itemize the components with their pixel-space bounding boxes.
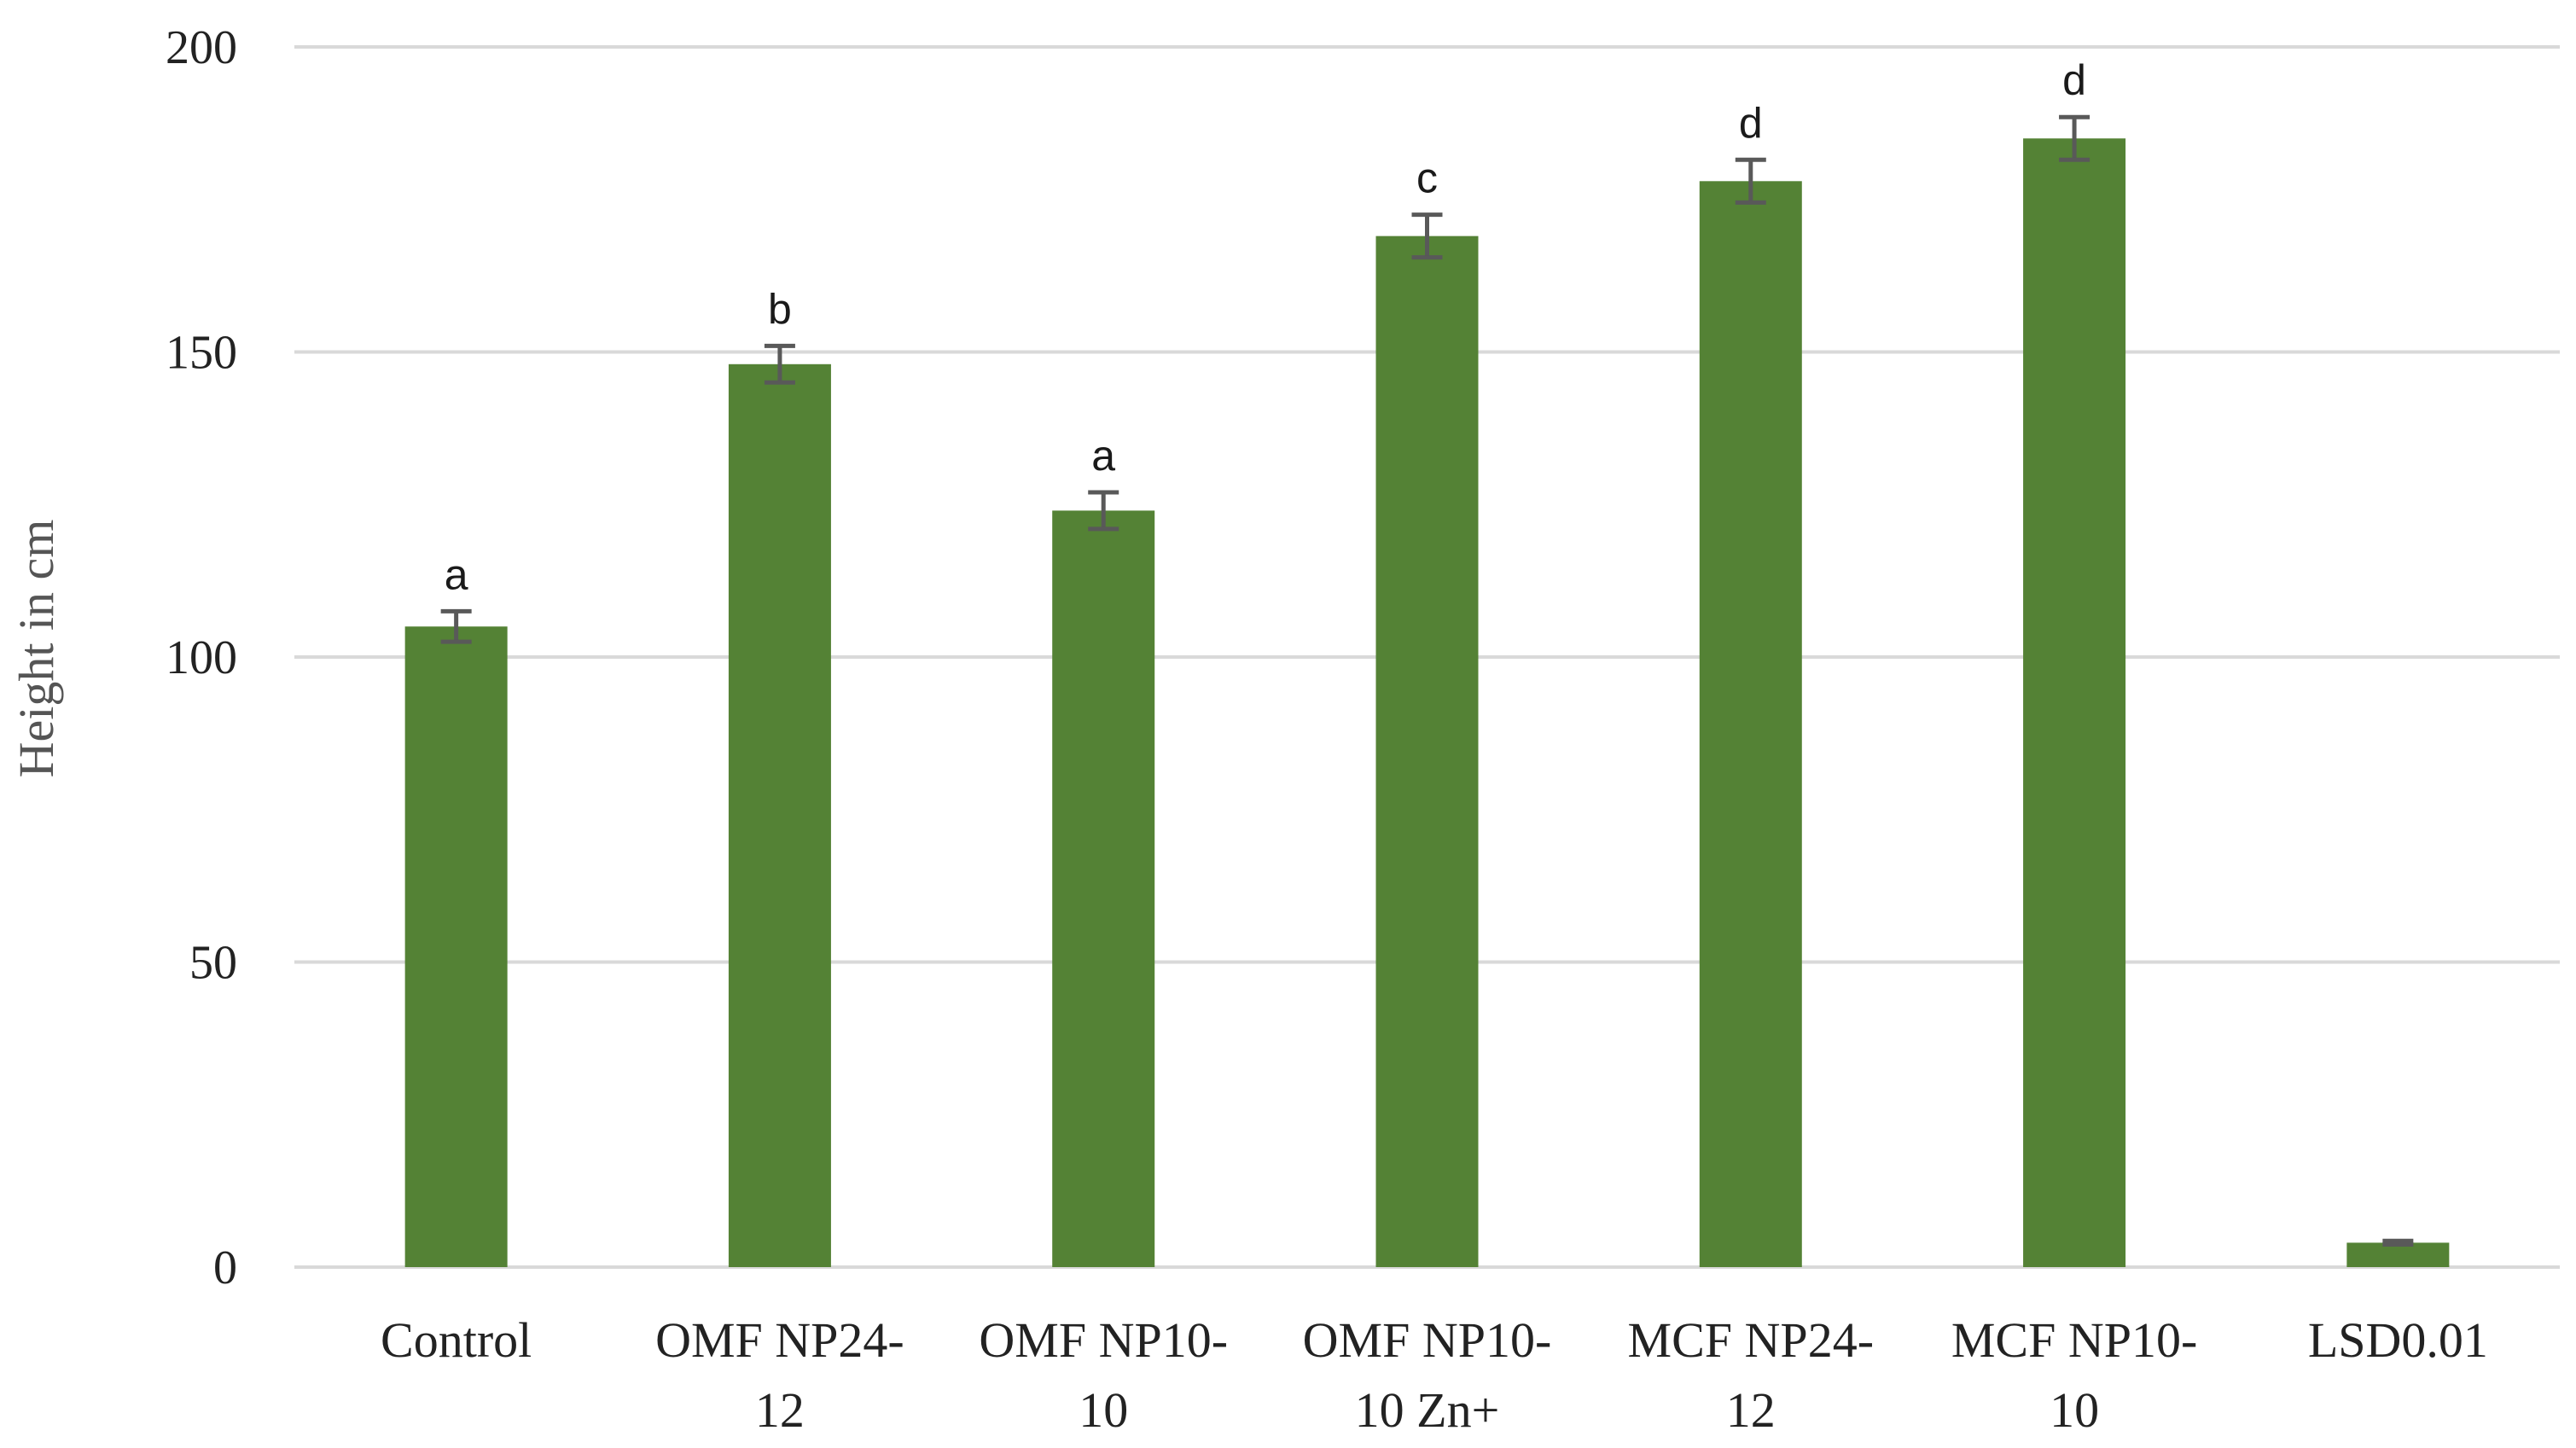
x-tick-label: LSD0.01 [2308, 1312, 2488, 1368]
significance-label: c [1416, 154, 1438, 202]
y-axis-ticks: 0 50 100 150 200 [166, 21, 237, 1294]
bar [405, 626, 508, 1267]
x-tick-label: OMF NP10-10 [979, 1312, 1228, 1438]
significance-label: a [445, 550, 468, 598]
significance-label: b [768, 285, 792, 333]
bars [405, 138, 2450, 1267]
bar [1700, 181, 1802, 1267]
x-tick-label: MCF NP10-10 [1951, 1312, 2197, 1438]
bar [729, 364, 831, 1267]
y-tick-label: 0 [213, 1242, 237, 1294]
x-axis-categories: Control OMF NP24-12 OMF NP10-10 OMF NP10-10… [381, 1312, 2488, 1438]
x-tick-label: Control [381, 1312, 532, 1368]
x-tick-label: MCF NP24-12 [1628, 1312, 1874, 1438]
bar [1052, 510, 1154, 1267]
bar [2023, 138, 2125, 1267]
x-tick-label: OMF NP24-12 [655, 1312, 904, 1438]
y-axis-title: Height in cm [9, 520, 64, 778]
significance-labels: a b a c d d [445, 56, 2086, 598]
y-tick-label: 50 [189, 937, 237, 990]
y-tick-label: 100 [166, 631, 237, 684]
significance-label: d [2062, 56, 2086, 104]
bar [1376, 236, 1479, 1267]
y-tick-label: 150 [166, 327, 237, 380]
significance-label: a [1091, 432, 1115, 480]
significance-label: d [1739, 99, 1763, 147]
x-tick-label: OMF NP10-10 Zn+ [1303, 1312, 1552, 1438]
y-tick-label: 200 [166, 21, 237, 74]
error-bar [2382, 1241, 2413, 1244]
